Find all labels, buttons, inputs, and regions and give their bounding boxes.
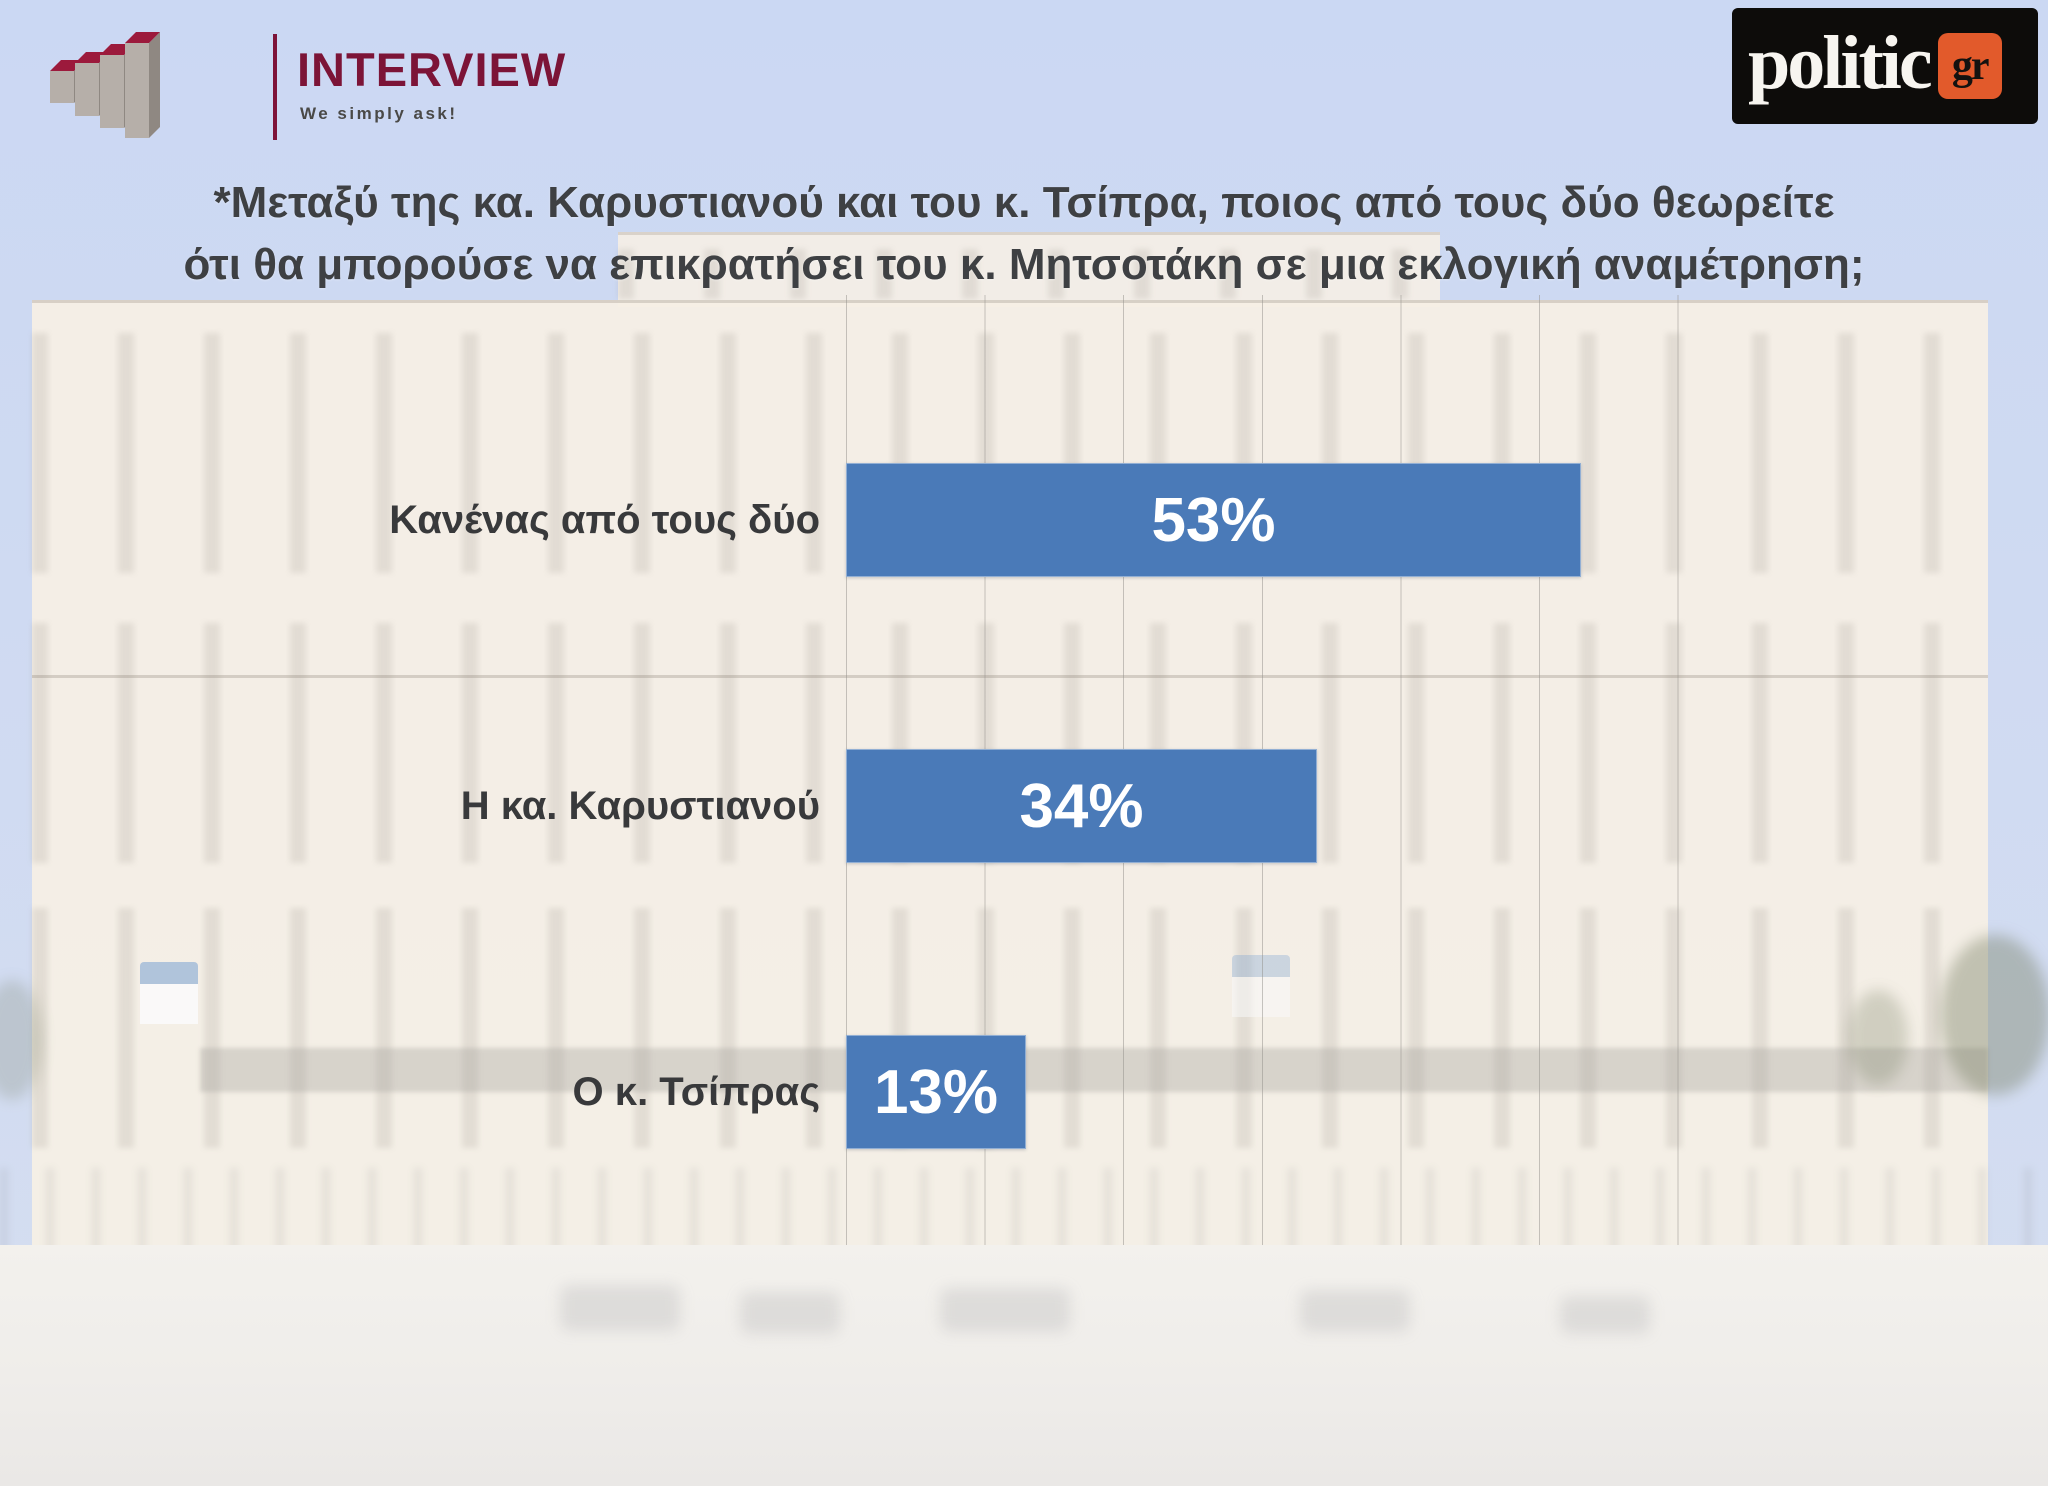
bar-category-label: Η κα. Καρυστιανού [460,783,820,828]
tree [1940,935,2048,1095]
question-line-1: *Μεταξύ της κα. Καρυστιανού και του κ. Τ… [213,178,1835,227]
icon-bar-face [50,71,74,103]
blurred-vehicle [560,1285,680,1331]
interview-logo: INTERVIEW We simply ask! [45,18,685,140]
icon-bar [75,52,111,116]
guard-house-body [140,984,198,1024]
window-band [618,249,1440,299]
bar-category-label: Ο κ. Τσίπρας [572,1069,820,1114]
icon-bar-face [75,63,99,116]
tree [1848,990,1908,1085]
icon-bar-face [125,43,149,138]
blurred-vehicle [1300,1290,1410,1332]
blurred-vehicle [740,1292,840,1334]
interview-logo-text: INTERVIEW [297,43,567,96]
bar-value-label: 34% [1019,771,1144,841]
parliament-upper-storey [618,232,1440,307]
icon-bar [125,32,161,138]
blurred-vehicle [1560,1296,1650,1334]
chart-row: Η κα. Καρυστιανού 34% [0,749,2048,863]
question-title: *Μεταξύ της κα. Καρυστιανού και του κ. Τ… [0,172,2048,296]
bar: 53% [846,463,1581,577]
politic-logo: politic gr [1732,8,2038,124]
guard-house [140,962,198,1024]
bar-category-label: Κανένας από τους δύο [389,497,820,542]
logo-divider [273,34,277,140]
chart-row: Κανένας από τους δύο 53% [0,463,2048,577]
icon-bar [50,60,86,103]
guard-house-roof [140,962,198,984]
blurred-vehicle [940,1288,1070,1332]
question-line-2: ότι θα μπορούσε να επικρατήσει του κ. Μη… [183,240,1865,289]
bar-value-label: 53% [1151,485,1276,555]
chart-row: Ο κ. Τσίπρας 13% [0,1035,2048,1149]
bar-chart-3d-icon [45,18,225,138]
bar: 13% [846,1035,1026,1149]
icon-bar [100,44,136,128]
politic-gr-badge: gr [1937,33,2002,99]
bar: 34% [846,749,1317,863]
forecourt-ground [0,1245,2048,1486]
icon-bar-face [100,55,124,128]
interview-tagline: We simply ask! [300,104,458,123]
bar-value-label: 13% [873,1057,999,1127]
politic-logo-text: politic [1748,21,1933,105]
